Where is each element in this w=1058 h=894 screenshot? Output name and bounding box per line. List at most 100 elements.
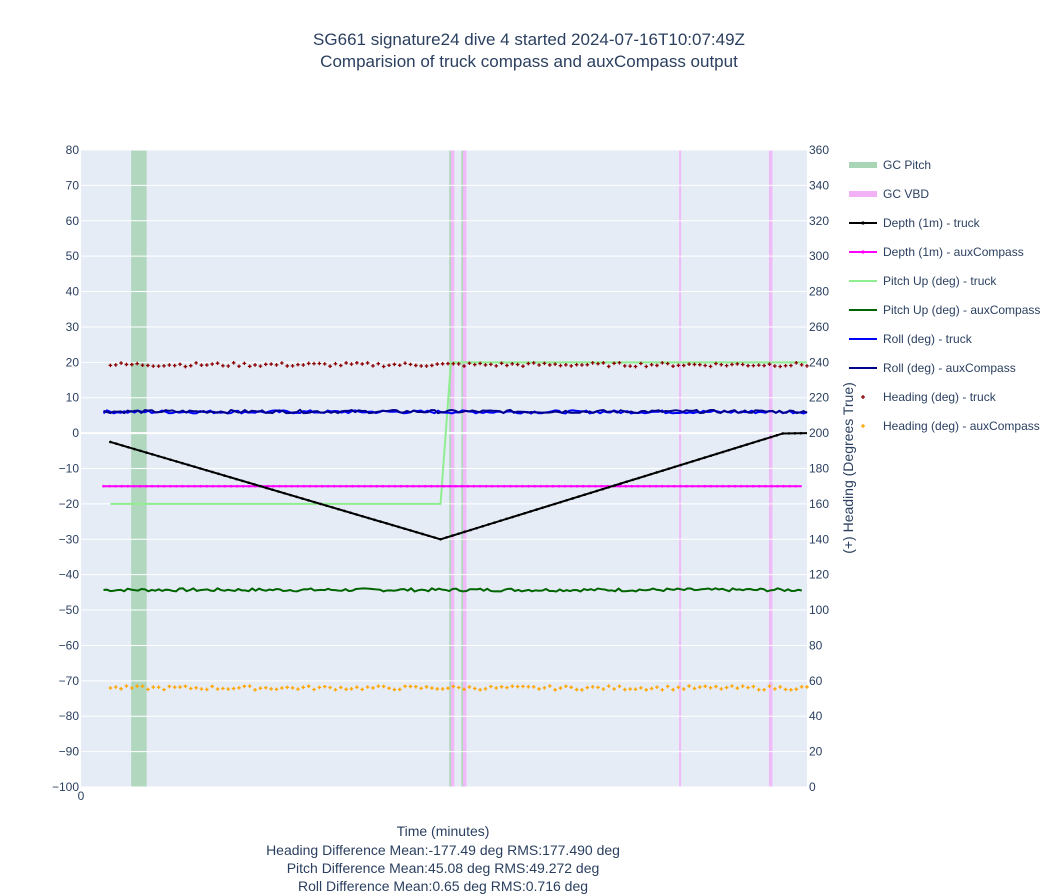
legend-item-pitch-up-deg-truck[interactable]: Pitch Up (deg) - truck	[849, 274, 997, 288]
depth-1m-truck-point	[673, 465, 677, 469]
heading-deg-truck-point	[746, 363, 750, 368]
depth-1m-truck-point	[445, 536, 448, 539]
heading-deg-truck-point	[521, 364, 525, 368]
heading-deg-truck-point	[435, 362, 440, 366]
depth-1m-truck-point	[607, 485, 610, 489]
heading-deg-truck-point	[403, 361, 407, 366]
legend-item-gc-vbd[interactable]: GC VBD	[849, 187, 929, 201]
depth-1m-truck-point	[139, 449, 142, 453]
depth-1m-auxcompass-point	[175, 484, 178, 488]
depth-1m-auxcompass-point	[557, 484, 561, 488]
heading-deg-auxcompass-point	[719, 687, 724, 691]
legend-item-heading-deg-truck[interactable]: Heading (deg) - truck	[861, 390, 997, 404]
heading-deg-auxcompass-point	[172, 685, 177, 690]
depth-1m-auxcompass-point	[217, 484, 221, 488]
legend-item-depth-1m-auxcompass[interactable]: Depth (1m) - auxCompass	[849, 245, 1024, 259]
depth-1m-auxcompass-point	[278, 484, 281, 488]
depth-1m-truck-point	[655, 471, 659, 474]
depth-1m-truck-point	[505, 517, 508, 521]
depth-1m-truck-point	[775, 434, 779, 437]
heading-deg-auxcompass-point	[505, 685, 509, 690]
heading-deg-truck-point	[414, 363, 418, 368]
heading-deg-truck-point	[676, 363, 681, 368]
depth-1m-truck-point	[601, 487, 604, 491]
heading-deg-auxcompass-point	[280, 686, 284, 690]
depth-1m-truck-point	[799, 431, 803, 435]
pitch-difference-stats: Pitch Difference Mean:45.08 deg RMS:49.2…	[287, 860, 600, 876]
legend-item-heading-deg-auxcompass[interactable]: Heading (deg) - auxCompass	[861, 419, 1040, 433]
depth-1m-truck-point	[223, 474, 226, 477]
heading-deg-auxcompass-point	[403, 684, 407, 689]
heading-deg-auxcompass-point	[617, 684, 622, 689]
heading-deg-auxcompass-point	[392, 687, 397, 692]
heading-deg-truck-point	[430, 363, 434, 368]
heading-deg-truck-point	[419, 364, 423, 368]
depth-1m-auxcompass-point	[685, 484, 688, 488]
legend-item-depth-1m-truck[interactable]: Depth (1m) - truck	[849, 216, 981, 230]
depth-1m-auxcompass-point	[247, 484, 251, 488]
depth-1m-truck-point	[265, 486, 268, 490]
depth-1m-auxcompass-point	[199, 484, 202, 488]
heading-deg-auxcompass-point	[156, 685, 161, 690]
depth-1m-truck-point	[403, 527, 406, 530]
depth-1m-auxcompass-point	[436, 484, 439, 488]
legend-item-roll-deg-auxcompass[interactable]: Roll (deg) - auxCompass	[849, 361, 1016, 375]
depth-1m-truck-point	[331, 506, 334, 509]
heading-deg-auxcompass-point	[564, 684, 568, 689]
heading-deg-truck-point	[451, 361, 456, 366]
y2-tick-label: 180	[809, 462, 829, 476]
depth-1m-truck-point	[721, 450, 725, 454]
heading-deg-auxcompass-point	[730, 684, 734, 688]
heading-deg-truck-point	[564, 363, 568, 367]
heading-deg-auxcompass-point	[328, 685, 332, 690]
heading-deg-auxcompass-point	[419, 686, 423, 691]
heading-deg-truck-point	[773, 364, 777, 368]
depth-1m-auxcompass-point	[357, 484, 360, 488]
heading-deg-truck-point	[301, 363, 306, 367]
heading-deg-truck-point	[333, 361, 338, 366]
legend-item-gc-pitch[interactable]: GC Pitch	[849, 158, 931, 172]
depth-1m-truck-point	[571, 497, 574, 500]
depth-1m-auxcompass-point	[205, 484, 209, 488]
series-heading-deg-auxcompass	[108, 684, 809, 692]
heading-deg-auxcompass-point	[692, 686, 697, 691]
heading-deg-truck-point	[553, 362, 557, 366]
heading-deg-truck-point	[397, 363, 402, 368]
heading-deg-truck-point	[215, 361, 220, 365]
heading-deg-truck-point	[124, 362, 129, 367]
legend-swatch	[861, 395, 865, 399]
y-tick-label: 40	[66, 285, 80, 299]
heading-deg-auxcompass-point	[606, 684, 611, 688]
heading-deg-auxcompass-point	[317, 685, 322, 690]
heading-deg-truck-point	[665, 361, 670, 366]
depth-1m-auxcompass-point	[569, 484, 573, 488]
legend-marker	[861, 250, 865, 254]
depth-1m-truck-point	[481, 524, 484, 528]
heading-deg-auxcompass-point	[714, 684, 718, 689]
depth-1m-auxcompass-point	[636, 484, 640, 488]
depth-1m-truck-point	[355, 513, 358, 516]
heading-deg-auxcompass-point	[612, 687, 616, 691]
heading-deg-truck-point	[188, 363, 193, 368]
heading-deg-auxcompass-point	[408, 684, 413, 689]
heading-deg-truck-point	[371, 364, 375, 368]
legend-item-pitch-up-deg-auxcompass[interactable]: Pitch Up (deg) - auxCompass	[849, 303, 1040, 317]
depth-1m-auxcompass-point	[211, 484, 215, 488]
depth-1m-auxcompass-point	[448, 484, 451, 488]
legend-label: Roll (deg) - auxCompass	[883, 361, 1016, 375]
heading-deg-truck-point	[730, 362, 734, 367]
heading-deg-auxcompass-point	[799, 685, 804, 689]
depth-1m-auxcompass-point	[703, 484, 706, 488]
legend-item-roll-deg-truck[interactable]: Roll (deg) - truck	[849, 332, 973, 346]
heading-difference-stats: Heading Difference Mean:-177.49 deg RMS:…	[266, 842, 620, 858]
depth-1m-auxcompass-point	[727, 484, 731, 488]
depth-1m-auxcompass-point	[776, 484, 779, 488]
heading-deg-truck-point	[574, 362, 579, 367]
depth-1m-truck-point	[619, 482, 622, 485]
y-tick-label: −90	[59, 745, 80, 759]
depth-1m-auxcompass-point	[770, 484, 773, 488]
depth-1m-truck-point	[583, 493, 586, 497]
depth-1m-auxcompass-point	[496, 484, 500, 488]
chart-subtitle: Comparision of truck compass and auxComp…	[320, 52, 738, 71]
depth-1m-auxcompass-point	[156, 484, 160, 488]
